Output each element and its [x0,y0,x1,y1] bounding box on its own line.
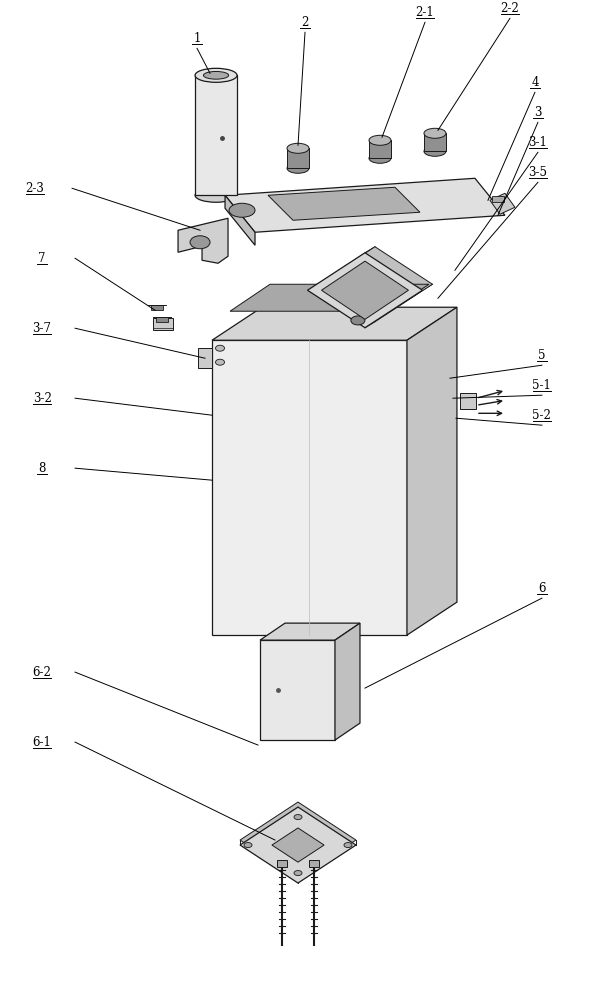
Ellipse shape [424,146,446,156]
Polygon shape [318,247,433,322]
Bar [424,133,446,151]
Text: 3-7: 3-7 [32,322,51,335]
Ellipse shape [287,143,309,153]
Polygon shape [225,195,255,245]
Text: 3-5: 3-5 [528,166,547,179]
Ellipse shape [424,128,446,138]
Text: 2-2: 2-2 [501,2,520,15]
Polygon shape [260,640,335,740]
Bar [492,196,504,202]
Text: 2-1: 2-1 [416,6,435,19]
Bar [277,860,287,867]
Ellipse shape [294,815,302,820]
Polygon shape [335,623,360,740]
Ellipse shape [369,153,391,163]
Text: 3: 3 [534,106,542,119]
Text: 3-1: 3-1 [529,136,547,149]
Bar [153,318,173,330]
Polygon shape [212,340,407,635]
Text: 6-2: 6-2 [32,666,51,679]
Polygon shape [240,807,356,883]
Ellipse shape [215,359,225,365]
Polygon shape [490,193,515,214]
Ellipse shape [351,316,365,325]
Polygon shape [240,802,356,878]
Bar [156,317,168,322]
Bar [287,148,309,168]
Bar [309,860,319,867]
Ellipse shape [203,71,229,79]
Bar [151,305,163,310]
Polygon shape [212,307,457,340]
Polygon shape [225,178,505,232]
Ellipse shape [287,163,309,173]
Text: 4: 4 [531,76,539,89]
Polygon shape [260,623,360,640]
Bar [369,140,391,158]
Ellipse shape [369,135,391,145]
Polygon shape [407,307,457,635]
Ellipse shape [344,843,352,848]
Ellipse shape [195,68,237,82]
Ellipse shape [195,188,237,202]
Polygon shape [230,284,429,311]
Text: 5-2: 5-2 [532,409,551,422]
Text: 2: 2 [301,16,308,29]
Text: 5: 5 [538,349,546,362]
Ellipse shape [215,345,225,351]
Ellipse shape [190,236,210,249]
Text: 6: 6 [538,582,546,595]
Bar [195,75,237,195]
Text: 8: 8 [39,462,46,475]
Text: 1: 1 [193,32,201,45]
Bar [460,393,476,409]
Polygon shape [307,253,422,328]
Text: 3-2: 3-2 [32,392,51,405]
Polygon shape [178,218,228,263]
Polygon shape [272,828,324,862]
Ellipse shape [229,203,255,217]
Ellipse shape [294,871,302,876]
Text: 5-1: 5-1 [532,379,551,392]
Bar [198,348,212,368]
Text: 7: 7 [39,252,46,265]
Polygon shape [268,187,420,220]
Text: 2-3: 2-3 [26,182,45,195]
Text: 6-1: 6-1 [32,736,51,749]
Ellipse shape [244,843,252,848]
Polygon shape [321,261,408,319]
